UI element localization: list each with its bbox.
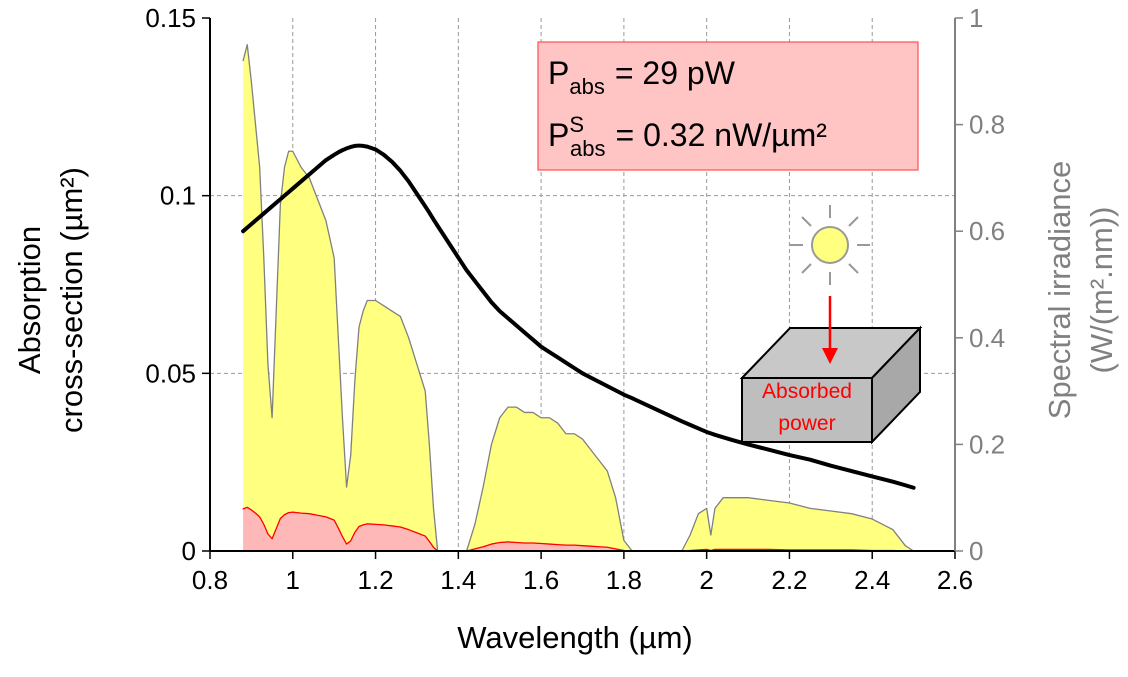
x-tick-label: 2.6: [937, 565, 973, 595]
area: [243, 507, 914, 551]
inset-label: power: [778, 412, 835, 435]
line: [242, 506, 915, 552]
y2-tick-label: 0.8: [969, 110, 1005, 140]
inset-label: Absorbed: [762, 380, 852, 403]
plot-area: 0.8 1 1.2 1.4 1.6 1.8 2 2.2 2.4 2.600.050.10.1500…: [145, 3, 1005, 595]
y2-tick-label: 0.2: [969, 429, 1005, 459]
series-layer: [241, 44, 916, 552]
y2-tick-label: 0.6: [969, 216, 1005, 246]
annotation-text: = 29 pW: [615, 55, 736, 91]
x-tick-label: 1.4: [440, 565, 476, 595]
y-tick-label: 0.05: [145, 358, 196, 388]
y2-axis-title: Spectral irradiance: [1042, 161, 1077, 419]
annotation-symbol: P: [548, 55, 569, 91]
x-tick-label: 2.2: [771, 565, 807, 595]
annotation: PS abs = 0.32 nW/µm²: [548, 112, 827, 161]
y-axis-title: Absorption: [12, 226, 47, 374]
areas: [242, 44, 915, 552]
y2-tick-label: 0.4: [969, 323, 1005, 353]
y-tick-label: 0: [182, 536, 196, 566]
lines: [241, 143, 916, 490]
x-tick-label: 1.6: [523, 565, 559, 595]
axes: 0.8 1 1.2 1.4 1.6 1.8 2 2.2 2.4 2.600.050.10.1500…: [145, 3, 1005, 595]
box-icon: [739, 325, 923, 445]
y-tick-label: 0.15: [145, 3, 196, 33]
annotation-sub: abs: [569, 74, 604, 99]
annotation: Pabs = 29 pW: [548, 55, 736, 99]
y-axis-title: cross-section (µm²): [54, 167, 89, 433]
y2-axis-title: (W/(m².nm)): [1084, 207, 1119, 374]
y2-tick-label: 1: [969, 3, 983, 33]
y2-tick-label: 0: [969, 536, 983, 566]
x-tick-label: 1.8: [606, 565, 642, 595]
y-tick-label: 0.1: [160, 181, 196, 211]
arrow: [822, 296, 838, 364]
x-tick-label: 2.4: [854, 565, 890, 595]
area: [243, 44, 914, 552]
annotation-sup: S: [569, 112, 584, 137]
annotation-box: [537, 41, 919, 171]
x-tick-label: 1.2: [357, 565, 393, 595]
line: [241, 143, 916, 490]
line: [242, 44, 915, 552]
x-tick-label: 2: [699, 565, 713, 595]
annotation-sub: abs: [570, 136, 605, 161]
sun-icon: [790, 205, 870, 285]
annotation-symbol: P: [548, 117, 569, 153]
x-tick-label: 0.8: [192, 565, 228, 595]
x-tick-label: 1: [286, 565, 300, 595]
annotation-text: = 0.32 nW/µm²: [616, 117, 828, 153]
x-axis-title: Wavelength (µm): [457, 620, 693, 655]
